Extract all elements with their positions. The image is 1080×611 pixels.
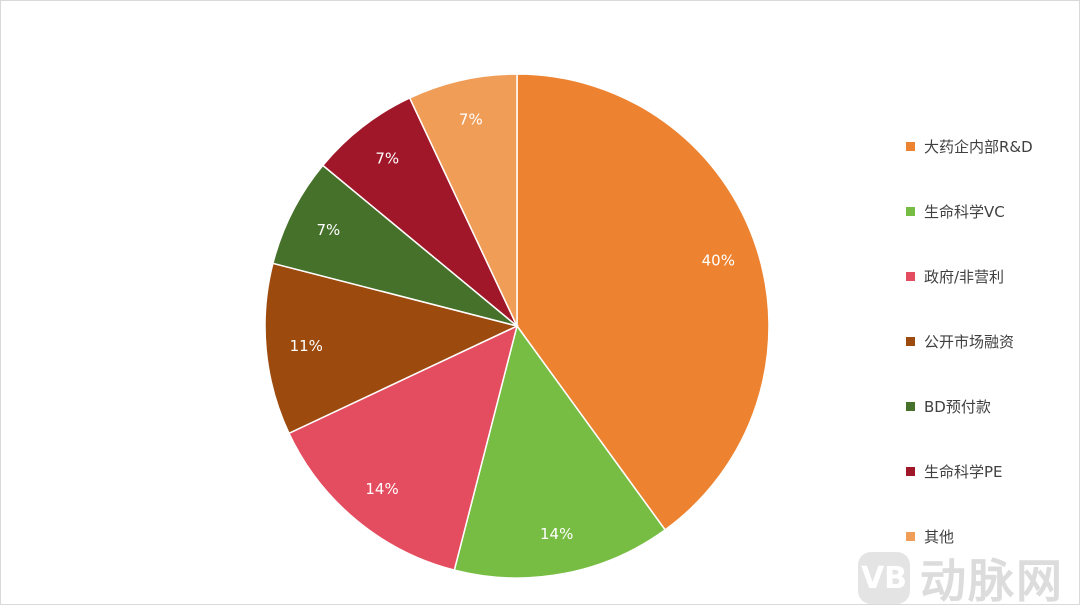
watermark-text: 动脉网 xyxy=(920,554,1064,608)
legend-label: 大药企内部R&D xyxy=(924,138,1033,156)
pie-slice xyxy=(408,73,518,327)
pie-slice xyxy=(264,262,520,435)
legend-label: 生命科学VC xyxy=(924,203,1005,221)
legend-label: 生命科学PE xyxy=(924,463,1003,481)
legend-swatch xyxy=(906,467,915,476)
data-label: 7% xyxy=(459,110,483,128)
legend-item: 其他 xyxy=(906,504,1033,569)
legend-item: 生命科学VC xyxy=(906,179,1033,244)
data-label: 14% xyxy=(540,525,573,543)
legend-item: 政府/非营利 xyxy=(906,244,1033,309)
legend-label: 政府/非营利 xyxy=(924,268,1005,286)
watermark-logo: VB xyxy=(858,552,910,604)
legend-swatch xyxy=(906,532,915,541)
legend-item: 公开市场融资 xyxy=(906,309,1033,374)
legend-swatch xyxy=(906,142,915,151)
legend-swatch xyxy=(906,402,915,411)
pie-slice xyxy=(453,324,667,579)
legend-swatch xyxy=(906,272,915,281)
data-label: 40% xyxy=(702,252,735,270)
data-label: 14% xyxy=(365,480,398,498)
pie-slice xyxy=(287,324,519,571)
legend-label: 其他 xyxy=(924,528,955,546)
legend-swatch xyxy=(906,207,915,216)
data-label: 7% xyxy=(375,150,399,168)
legend-item: 大药企内部R&D xyxy=(906,114,1033,179)
pie-slice xyxy=(321,96,518,327)
legend-swatch xyxy=(906,337,915,346)
data-label: 11% xyxy=(290,337,323,355)
pie-slice xyxy=(272,164,518,327)
pie-slice xyxy=(516,73,770,531)
legend: 大药企内部R&D 生命科学VC 政府/非营利 公开市场融资 BD预付款生命科学PE 其他 xyxy=(906,114,1033,569)
legend-label: BD预付款 xyxy=(924,398,991,416)
legend-item: 生命科学PE xyxy=(906,439,1033,504)
legend-label: 公开市场融资 xyxy=(924,333,1015,351)
data-label: 7% xyxy=(316,221,340,239)
watermark: VB 动脉网 xyxy=(858,545,1064,611)
legend-item: BD预付款 xyxy=(906,374,1033,439)
